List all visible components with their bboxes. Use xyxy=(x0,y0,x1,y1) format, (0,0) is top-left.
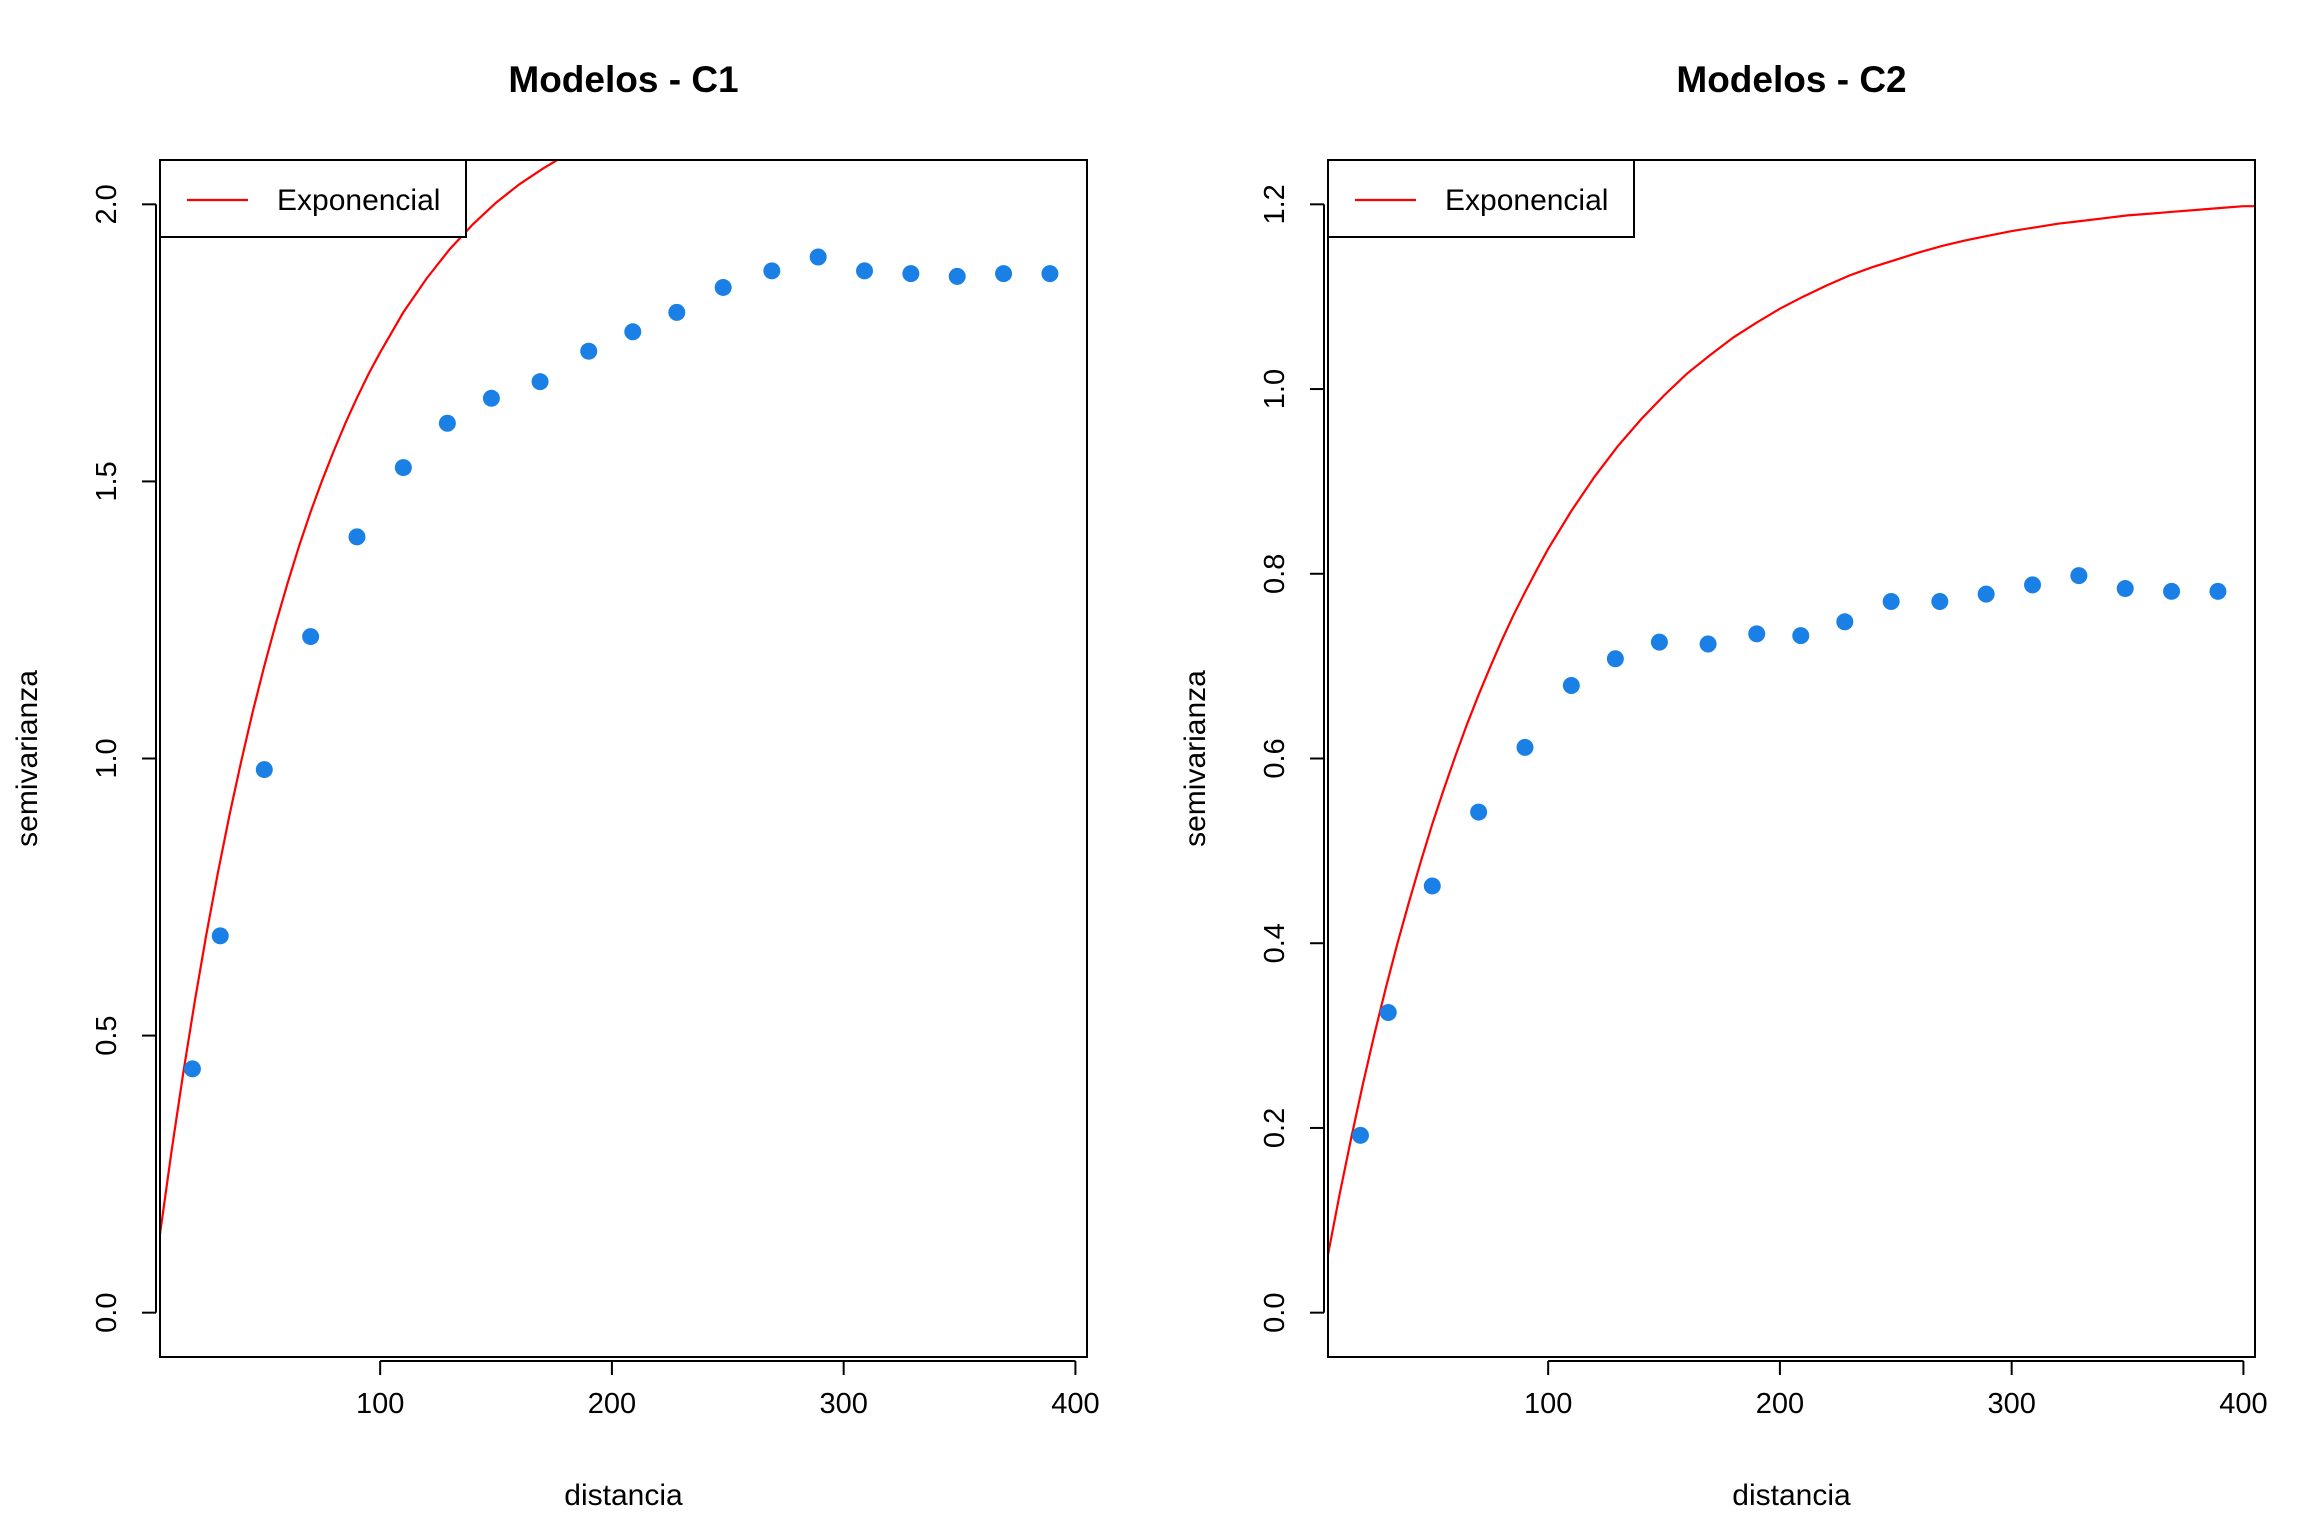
plot-border xyxy=(159,159,1088,1358)
chart-panel-c1: Modelos - C1 distancia semivarianza 100 200 3… xyxy=(11,59,1100,1512)
data-point xyxy=(624,323,642,341)
data-point xyxy=(902,265,920,283)
model-curve xyxy=(160,160,560,1235)
y-tick-label: 1.0 xyxy=(91,738,123,778)
data-point xyxy=(183,1060,201,1078)
data-point xyxy=(482,389,500,407)
data-point xyxy=(1423,877,1441,895)
data-point xyxy=(1977,585,1995,603)
x-tick-label: 100 xyxy=(1524,1388,1572,1420)
y-tick-label: 0.5 xyxy=(91,1015,123,1055)
y-tick-label: 1.2 xyxy=(1259,184,1291,224)
y-tick-label: 1.5 xyxy=(91,461,123,501)
data-point xyxy=(995,265,1013,283)
x-tick-label: 200 xyxy=(588,1388,636,1420)
y-tick-label: 1.0 xyxy=(1259,369,1291,409)
y-axis-label: semivarianza xyxy=(1179,670,1212,847)
y-tick-label: 0.0 xyxy=(1259,1293,1291,1333)
data-point xyxy=(1041,265,1059,283)
chart-title: Modelos - C2 xyxy=(1676,59,1906,100)
data-point xyxy=(1748,625,1766,643)
legend-label: Exponencial xyxy=(1445,184,1608,217)
data-point xyxy=(1792,627,1810,645)
legend-box xyxy=(1327,159,1635,238)
data-point xyxy=(211,927,229,945)
data-point xyxy=(2209,582,2227,600)
legend: Exponencial xyxy=(159,159,467,238)
data-point xyxy=(438,414,456,432)
data-point xyxy=(1606,650,1624,668)
data-point xyxy=(1351,1126,1369,1144)
data-point xyxy=(1470,803,1488,821)
data-point xyxy=(763,262,781,280)
data-point xyxy=(531,373,549,391)
data-point xyxy=(714,278,732,296)
data-point xyxy=(948,267,966,285)
data-point xyxy=(302,628,320,646)
chart-panel-c2: Modelos - C2 distancia semivarianza 100 200 3… xyxy=(1179,59,2268,1512)
x-tick-label: 200 xyxy=(1756,1388,1804,1420)
y-axis-label: semivarianza xyxy=(11,670,44,847)
x-tick-label: 400 xyxy=(2219,1388,2267,1420)
data-point xyxy=(348,528,366,546)
x-tick-label: 300 xyxy=(1987,1388,2035,1420)
data-point xyxy=(2070,567,2088,585)
x-tick-label: 100 xyxy=(356,1388,404,1420)
model-curve xyxy=(1328,205,2255,1255)
data-point xyxy=(856,262,874,280)
plot-area xyxy=(160,160,1059,1235)
y-tick-label: 2.0 xyxy=(91,184,123,224)
data-point xyxy=(1882,592,1900,610)
y-tick-label: 0.2 xyxy=(1259,1108,1291,1148)
data-point xyxy=(2116,580,2134,598)
x-axis-label: distancia xyxy=(1732,1479,1851,1512)
y-tick-label: 0.0 xyxy=(91,1293,123,1333)
data-point xyxy=(1931,592,1949,610)
plot-border xyxy=(1327,159,2256,1358)
legend: Exponencial xyxy=(1327,159,1635,238)
data-point xyxy=(2024,576,2042,594)
x-tick-label: 400 xyxy=(1051,1388,1099,1420)
data-point xyxy=(255,761,273,779)
data-point xyxy=(1836,613,1854,631)
legend-box xyxy=(159,159,467,238)
y-tick-label: 0.6 xyxy=(1259,738,1291,778)
y-tick-label: 0.8 xyxy=(1259,554,1291,594)
plot-area xyxy=(1328,205,2255,1255)
data-point xyxy=(580,342,598,360)
data-point xyxy=(1650,633,1668,651)
data-point xyxy=(1516,738,1534,756)
data-point xyxy=(809,248,827,266)
x-axis-label: distancia xyxy=(564,1479,683,1512)
y-tick-label: 0.4 xyxy=(1259,923,1291,963)
data-point xyxy=(1699,635,1717,653)
data-point xyxy=(2163,582,2181,600)
data-point xyxy=(394,459,412,477)
data-point xyxy=(668,303,686,321)
data-point xyxy=(1379,1003,1397,1021)
legend-label: Exponencial xyxy=(277,184,440,217)
chart-title: Modelos - C1 xyxy=(508,59,738,100)
x-tick-label: 300 xyxy=(819,1388,867,1420)
data-point xyxy=(1562,677,1580,695)
